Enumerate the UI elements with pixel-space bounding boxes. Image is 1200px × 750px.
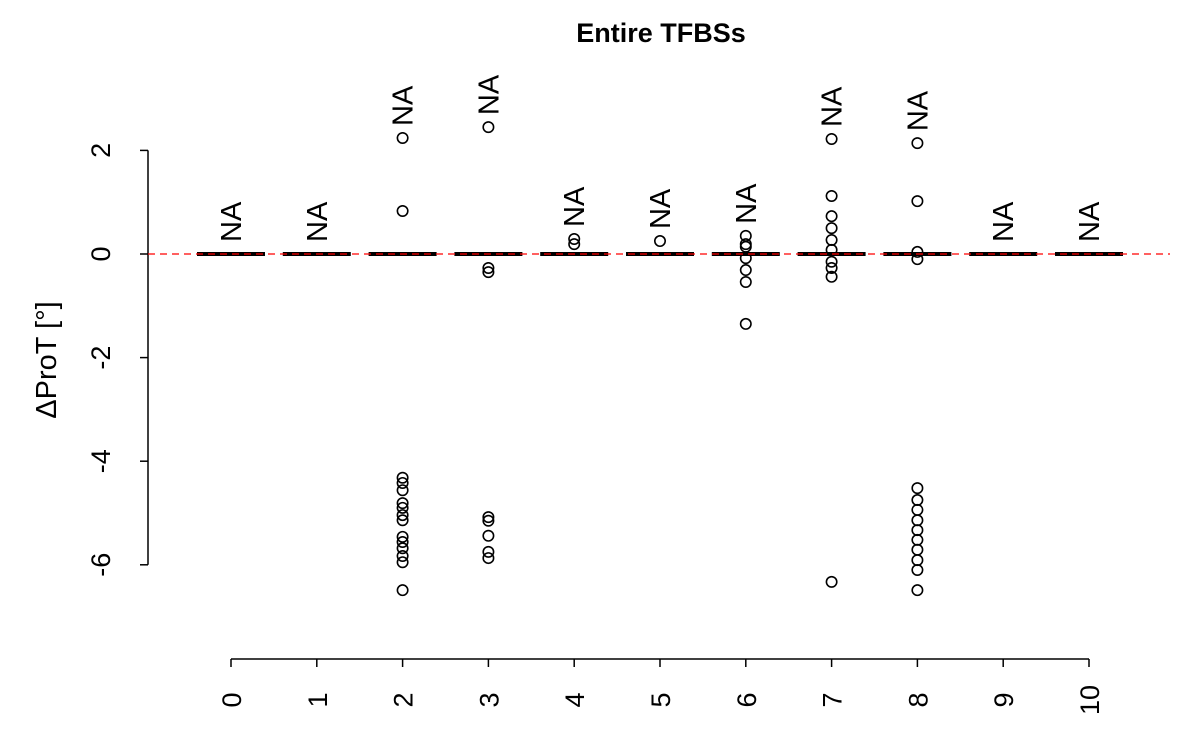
outlier-point bbox=[825, 222, 838, 235]
outlier-point bbox=[911, 543, 924, 556]
outlier-point bbox=[482, 266, 495, 279]
outlier-point bbox=[911, 584, 924, 597]
outlier-point bbox=[482, 529, 495, 542]
outlier-point bbox=[739, 252, 752, 265]
outlier-point bbox=[396, 584, 409, 597]
x-tick-label: 1 bbox=[303, 692, 333, 707]
outlier-point bbox=[825, 133, 838, 146]
outlier-point bbox=[911, 494, 924, 507]
x-tick-label: 7 bbox=[818, 692, 848, 707]
x-tick-label: 6 bbox=[732, 692, 762, 707]
na-label: NA bbox=[216, 201, 248, 242]
outlier-point bbox=[396, 556, 409, 569]
x-tick-label: 4 bbox=[560, 692, 590, 707]
outlier-point bbox=[482, 121, 495, 134]
outlier-point bbox=[739, 275, 752, 288]
outlier-point bbox=[911, 482, 924, 495]
outlier-point bbox=[911, 563, 924, 576]
x-tick-label: 8 bbox=[903, 692, 933, 707]
outlier-point bbox=[396, 514, 409, 527]
outlier-point bbox=[825, 261, 838, 274]
outlier-point bbox=[911, 245, 924, 258]
outlier-point bbox=[396, 471, 409, 484]
outlier-point bbox=[911, 137, 924, 150]
outlier-point bbox=[396, 536, 409, 549]
x-tick-label: 9 bbox=[989, 692, 1019, 707]
outlier-point bbox=[482, 261, 495, 274]
outlier-point bbox=[911, 554, 924, 567]
outlier-point bbox=[825, 255, 838, 268]
na-label: NA bbox=[1074, 201, 1106, 242]
outlier-point bbox=[482, 545, 495, 558]
outlier-point bbox=[825, 210, 838, 223]
outlier-point bbox=[396, 484, 409, 497]
outlier-point bbox=[739, 240, 752, 253]
outlier-point bbox=[825, 243, 838, 256]
x-tick-label: 10 bbox=[1075, 685, 1105, 715]
na-label: NA bbox=[388, 85, 420, 126]
outlier-point bbox=[482, 514, 495, 527]
outlier-point bbox=[911, 524, 924, 537]
na-label: NA bbox=[302, 201, 334, 242]
outlier-point bbox=[911, 533, 924, 546]
y-tick-label: -6 bbox=[86, 553, 116, 577]
na-label: NA bbox=[902, 90, 934, 131]
outlier-point bbox=[396, 476, 409, 489]
outlier-point bbox=[739, 317, 752, 330]
outlier-point bbox=[653, 235, 666, 248]
outlier-point bbox=[911, 514, 924, 527]
na-label: NA bbox=[559, 186, 591, 227]
na-label: NA bbox=[473, 74, 505, 115]
outlier-point bbox=[396, 205, 409, 218]
outlier-point bbox=[825, 575, 838, 588]
outlier-point bbox=[396, 530, 409, 543]
y-tick-label: -4 bbox=[86, 449, 116, 473]
outlier-point bbox=[911, 503, 924, 516]
outlier-point bbox=[825, 234, 838, 247]
outlier-point bbox=[911, 195, 924, 208]
outlier-point bbox=[482, 552, 495, 565]
outlier-point bbox=[396, 509, 409, 522]
y-tick-label: 0 bbox=[86, 246, 116, 261]
outlier-point bbox=[568, 232, 581, 245]
outlier-point bbox=[396, 542, 409, 555]
y-tick-label: 2 bbox=[86, 143, 116, 158]
outlier-point bbox=[396, 497, 409, 510]
y-axis-label: ΔProT [°] bbox=[31, 301, 63, 418]
x-tick-label: 0 bbox=[217, 692, 247, 707]
outlier-point bbox=[396, 501, 409, 514]
outlier-point bbox=[482, 511, 495, 524]
na-label: NA bbox=[731, 183, 763, 224]
outlier-point bbox=[739, 264, 752, 277]
chart-title: Entire TFBSs bbox=[576, 18, 746, 48]
na-label: NA bbox=[645, 188, 677, 229]
x-tick-label: 2 bbox=[389, 692, 419, 707]
outlier-point bbox=[825, 189, 838, 202]
y-tick-label: -2 bbox=[86, 346, 116, 370]
outlier-point bbox=[396, 131, 409, 144]
na-label: NA bbox=[988, 201, 1020, 242]
x-tick-label: 5 bbox=[646, 692, 676, 707]
outlier-point bbox=[825, 270, 838, 283]
na-label: NA bbox=[817, 86, 849, 127]
outlier-point bbox=[396, 549, 409, 562]
x-tick-label: 3 bbox=[474, 692, 504, 707]
outlier-point bbox=[568, 238, 581, 251]
